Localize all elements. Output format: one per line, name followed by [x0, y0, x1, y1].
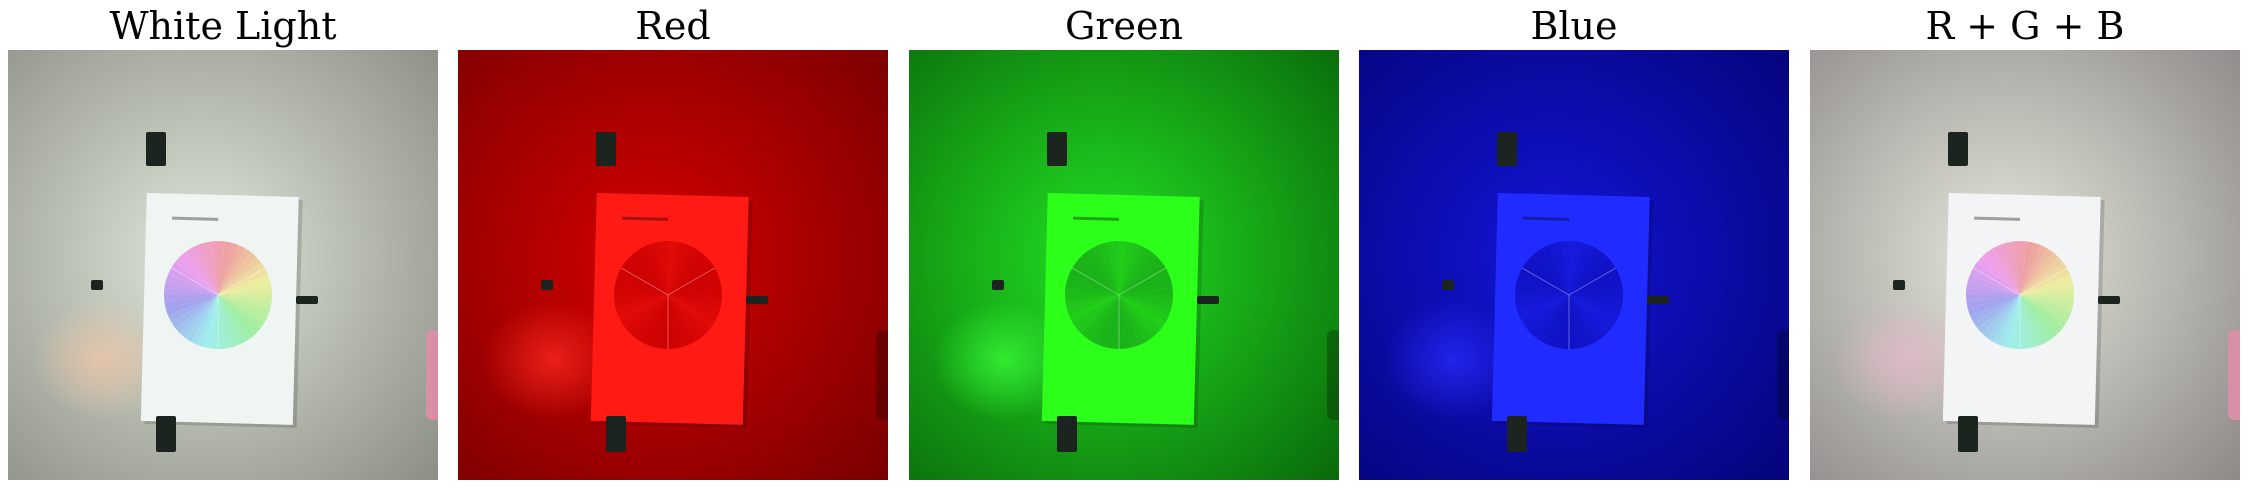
photo-red: [458, 50, 888, 480]
panel-title: White Light: [109, 4, 337, 48]
tape-left: [1442, 280, 1454, 290]
tape-right: [296, 296, 318, 304]
panel-title: Blue: [1530, 4, 1618, 48]
tape-left: [1893, 280, 1905, 290]
tape-top: [146, 132, 166, 166]
tape-bottom: [1958, 416, 1978, 452]
photo-blue: [1359, 50, 1789, 480]
tape-left: [992, 280, 1004, 290]
tape-top: [1948, 132, 1968, 166]
photo-white: [8, 50, 438, 480]
tape-bottom: [1507, 416, 1527, 452]
panel-combined: R + G + B: [1810, 0, 2240, 490]
color-wheel: [164, 241, 272, 349]
color-wheel: [614, 241, 722, 349]
color-wheel: [1966, 241, 2074, 349]
panel-title: Green: [1065, 4, 1183, 48]
tape-left: [541, 280, 553, 290]
color-wheel: [1515, 241, 1623, 349]
tape-top: [1497, 132, 1517, 166]
panel-green: Green: [909, 0, 1339, 490]
tape-top: [1047, 132, 1067, 166]
tape-right: [1197, 296, 1219, 304]
tape-top: [596, 132, 616, 166]
tape-bottom: [606, 416, 626, 452]
panel-blue: Blue: [1359, 0, 1789, 490]
tape-right: [1647, 296, 1669, 304]
tape-bottom: [1057, 416, 1077, 452]
tape-right: [746, 296, 768, 304]
tape-bottom: [156, 416, 176, 452]
panel-title: R + G + B: [1925, 4, 2125, 48]
photo-combined: [1810, 50, 2240, 480]
photo-green: [909, 50, 1339, 480]
panel-white: White Light: [8, 0, 438, 490]
panel-title: Red: [635, 4, 711, 48]
tape-right: [2098, 296, 2120, 304]
tape-left: [91, 280, 103, 290]
color-wheel: [1065, 241, 1173, 349]
panel-red: Red: [458, 0, 888, 490]
